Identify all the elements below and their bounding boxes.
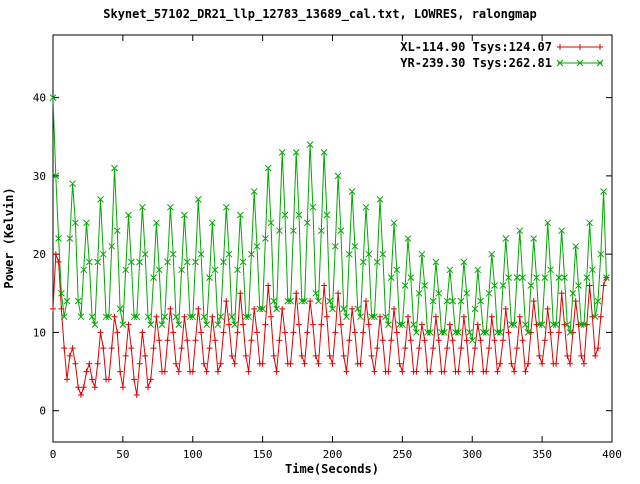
series-xl-line [52, 254, 607, 397]
y-axis-label: Power (Kelvin) [2, 187, 16, 288]
x-tick-label: 100 [183, 448, 203, 461]
plot-area-border [52, 34, 613, 443]
x-tick-label: 200 [323, 448, 343, 461]
legend-sample-marker-xl [557, 44, 603, 50]
y-tick-label: 20 [33, 248, 46, 261]
data-series [49, 94, 610, 398]
chart-title: Skynet_57102_DR21_llp_12783_13689_cal.tx… [103, 7, 536, 22]
x-tick-label: 300 [462, 448, 482, 461]
x-axis-label: Time(Seconds) [285, 462, 379, 476]
series-yr-markers [49, 94, 610, 344]
axis-ticks: 0 50 100 150 200 250 300 350 400 0 10 20 30 40 [33, 35, 622, 461]
x-tick-label: 0 [50, 448, 57, 461]
series-yr-line [52, 97, 607, 341]
x-tick-label: 50 [116, 448, 129, 461]
legend-samples [556, 44, 604, 67]
y-tick-label: 0 [39, 405, 46, 418]
y-tick-label: 30 [33, 170, 46, 183]
legend: XL-114.90 Tsys:124.07 YR-239.30 Tsys:262… [400, 40, 604, 70]
y-tick-label: 10 [33, 326, 46, 339]
series-xl-markers [50, 251, 610, 398]
legend-label-yr: YR-239.30 Tsys:262.81 [400, 56, 552, 70]
x-tick-label: 350 [532, 448, 552, 461]
legend-label-xl: XL-114.90 Tsys:124.07 [400, 40, 552, 54]
legend-sample-marker-yr [556, 59, 604, 67]
x-tick-label: 400 [602, 448, 622, 461]
x-tick-label: 150 [253, 448, 273, 461]
y-tick-label: 40 [33, 92, 46, 105]
x-tick-label: 250 [392, 448, 412, 461]
